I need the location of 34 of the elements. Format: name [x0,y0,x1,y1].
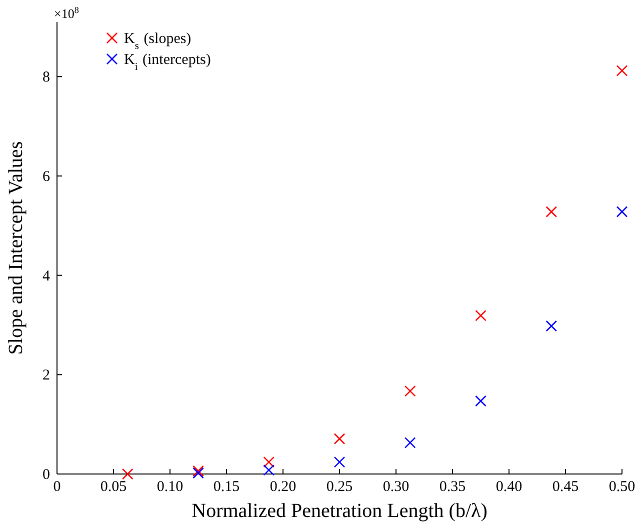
x-axis-title: Normalized Penetration Length (b/λ) [192,500,488,522]
x-tick-label: 0.20 [270,479,296,495]
x-tick-label: 0.25 [326,479,353,495]
y-axis-title: Slope and Intercept Values [5,141,27,355]
x-tick-label: 0.15 [213,479,240,495]
point [334,456,346,468]
point [616,65,628,76]
x-tick-label: 0.45 [552,479,579,495]
x-tick-label: 0.30 [382,479,410,495]
point [263,464,275,476]
point [334,433,346,444]
legend-label: K$_{i}$ (intercepts) [124,52,211,72]
y-tick-label: 6 [42,168,50,185]
point [616,206,628,218]
point [546,206,558,218]
point [404,437,416,448]
x-tick-label: 0.35 [439,479,466,495]
text: ×10$^{8}$ [54,5,80,21]
y-tick-label: 0 [42,467,50,483]
point [475,395,486,407]
y-tick-label: 4 [42,268,50,284]
y-tick-label: 2 [42,368,50,384]
x-tick-label: 0.40 [496,479,522,495]
point [122,468,134,480]
legend-label: K$_{s}$ (slopes) [124,31,192,52]
y-tick-label: 8 [42,70,50,86]
point [475,310,486,322]
x-tick-label: 0 [53,479,61,495]
point [263,456,275,468]
point [546,320,558,332]
point [404,385,416,397]
x-tick-label: 0.10 [156,479,184,495]
x-tick-label: 0.05 [100,479,127,495]
x-tick-label: 0.50 [608,479,636,495]
